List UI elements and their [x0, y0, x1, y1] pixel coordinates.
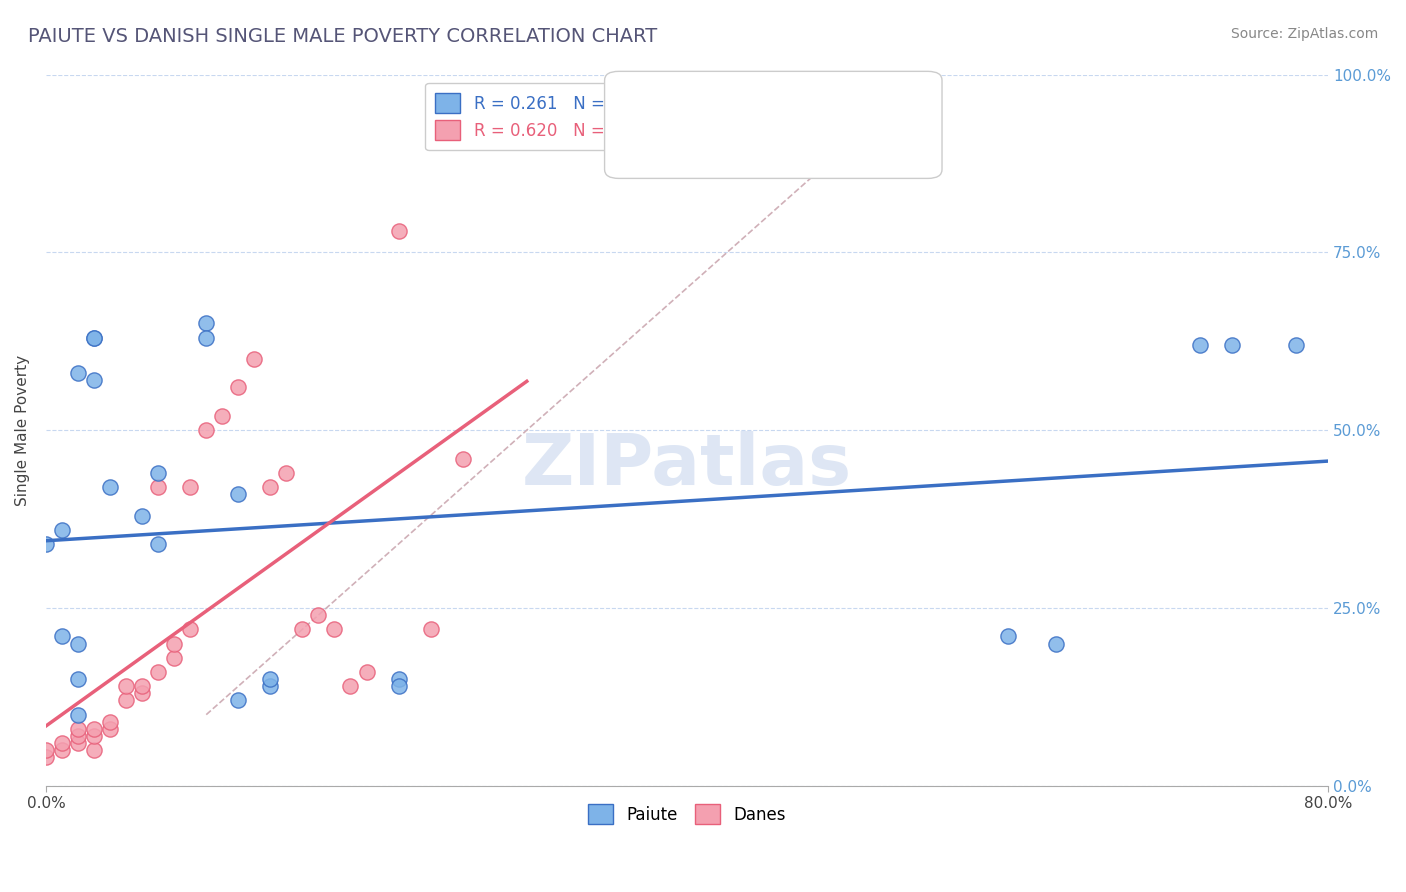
Point	[259, 480, 281, 494]
Point	[83, 373, 105, 387]
Point	[1220, 338, 1243, 352]
Point	[66, 736, 89, 750]
Point	[35, 537, 58, 551]
Point	[211, 409, 233, 423]
Point	[66, 729, 89, 743]
Point	[419, 623, 441, 637]
Point	[226, 380, 249, 394]
Point	[356, 665, 378, 679]
Point	[66, 672, 89, 686]
Point	[51, 743, 73, 757]
Point	[115, 693, 138, 707]
Point	[83, 331, 105, 345]
Point	[146, 537, 169, 551]
Point	[35, 743, 58, 757]
Point	[146, 480, 169, 494]
Legend: Paiute, Danes: Paiute, Danes	[578, 794, 796, 834]
Point	[339, 679, 361, 693]
Point	[997, 629, 1019, 643]
Text: PAIUTE VS DANISH SINGLE MALE POVERTY CORRELATION CHART: PAIUTE VS DANISH SINGLE MALE POVERTY COR…	[28, 27, 658, 45]
Point	[179, 623, 201, 637]
Point	[83, 729, 105, 743]
Point	[83, 331, 105, 345]
Point	[195, 317, 218, 331]
Point	[51, 736, 73, 750]
Point	[243, 351, 266, 366]
Point	[226, 487, 249, 501]
Point	[307, 608, 329, 623]
Point	[146, 665, 169, 679]
Point	[66, 366, 89, 380]
Point	[83, 743, 105, 757]
Point	[323, 623, 346, 637]
Point	[83, 722, 105, 736]
Point	[98, 722, 121, 736]
Point	[66, 636, 89, 650]
Point	[163, 636, 186, 650]
Point	[163, 650, 186, 665]
Point	[66, 722, 89, 736]
Point	[291, 623, 314, 637]
Point	[146, 466, 169, 480]
Point	[98, 480, 121, 494]
Point	[387, 679, 409, 693]
Point	[98, 714, 121, 729]
Point	[1045, 636, 1067, 650]
Point	[51, 629, 73, 643]
Point	[51, 523, 73, 537]
Point	[115, 679, 138, 693]
Point	[131, 686, 153, 700]
Point	[259, 679, 281, 693]
Point	[259, 672, 281, 686]
Point	[131, 679, 153, 693]
Text: ZIPatlas: ZIPatlas	[522, 431, 852, 500]
Point	[195, 423, 218, 437]
Point	[451, 451, 474, 466]
Point	[387, 224, 409, 238]
Point	[131, 508, 153, 523]
Point	[1188, 338, 1211, 352]
Point	[387, 672, 409, 686]
Text: Source: ZipAtlas.com: Source: ZipAtlas.com	[1230, 27, 1378, 41]
Y-axis label: Single Male Poverty: Single Male Poverty	[15, 355, 30, 506]
Point	[66, 707, 89, 722]
Point	[35, 750, 58, 764]
Point	[1285, 338, 1308, 352]
Point	[226, 693, 249, 707]
Point	[195, 331, 218, 345]
Point	[276, 466, 298, 480]
Point	[179, 480, 201, 494]
